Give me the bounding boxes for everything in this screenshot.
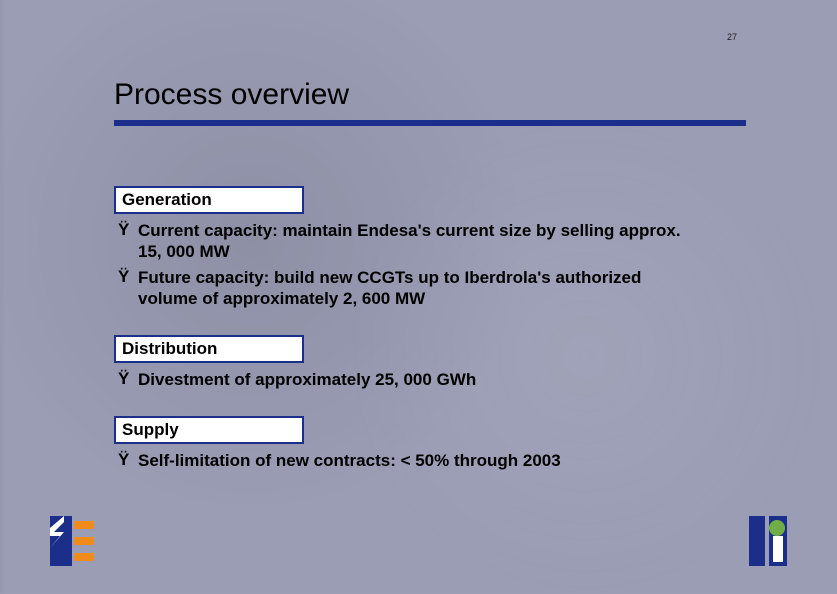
section-supply: Supply Ÿ Self-limitation of new contract…	[114, 416, 744, 471]
bullet-text: Future capacity: build new CCGTs up to I…	[138, 267, 698, 310]
section-label-distribution: Distribution	[114, 335, 304, 363]
bullet-text: Divestment of approximately 25, 000 GWh	[138, 369, 476, 390]
list-item: Ÿ Current capacity: maintain Endesa's cu…	[118, 220, 744, 263]
section-label-supply: Supply	[114, 416, 304, 444]
bullet-text: Self-limitation of new contracts: < 50% …	[138, 450, 561, 471]
section-generation: Generation Ÿ Current capacity: maintain …	[114, 186, 744, 309]
logo-right-icon	[749, 516, 787, 566]
bullet-marker-icon: Ÿ	[118, 369, 138, 389]
slide-title: Process overview	[114, 78, 744, 118]
bullet-marker-icon: Ÿ	[118, 267, 138, 287]
logo-left-icon	[50, 516, 94, 566]
bullet-list: Ÿ Self-limitation of new contracts: < 50…	[118, 450, 744, 471]
bullet-marker-icon: Ÿ	[118, 220, 138, 240]
section-label-generation: Generation	[114, 186, 304, 214]
slide-body: Process overview Generation Ÿ Current ca…	[114, 78, 744, 498]
bullet-list: Ÿ Divestment of approximately 25, 000 GW…	[118, 369, 744, 390]
list-item: Ÿ Divestment of approximately 25, 000 GW…	[118, 369, 744, 390]
list-item: Ÿ Self-limitation of new contracts: < 50…	[118, 450, 744, 471]
bullet-text: Current capacity: maintain Endesa's curr…	[138, 220, 698, 263]
bullet-marker-icon: Ÿ	[118, 450, 138, 470]
content-area: Generation Ÿ Current capacity: maintain …	[114, 186, 744, 472]
title-rule	[114, 120, 746, 126]
list-item: Ÿ Future capacity: build new CCGTs up to…	[118, 267, 744, 310]
page-number: 27	[727, 32, 737, 42]
section-distribution: Distribution Ÿ Divestment of approximate…	[114, 335, 744, 390]
bullet-list: Ÿ Current capacity: maintain Endesa's cu…	[118, 220, 744, 309]
